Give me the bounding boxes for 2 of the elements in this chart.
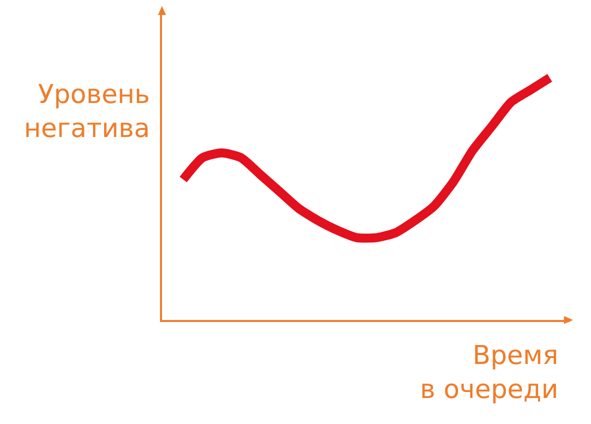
y-axis-title: Уровень негатива — [24, 80, 150, 144]
x-axis-title: Время в очереди — [420, 341, 558, 405]
